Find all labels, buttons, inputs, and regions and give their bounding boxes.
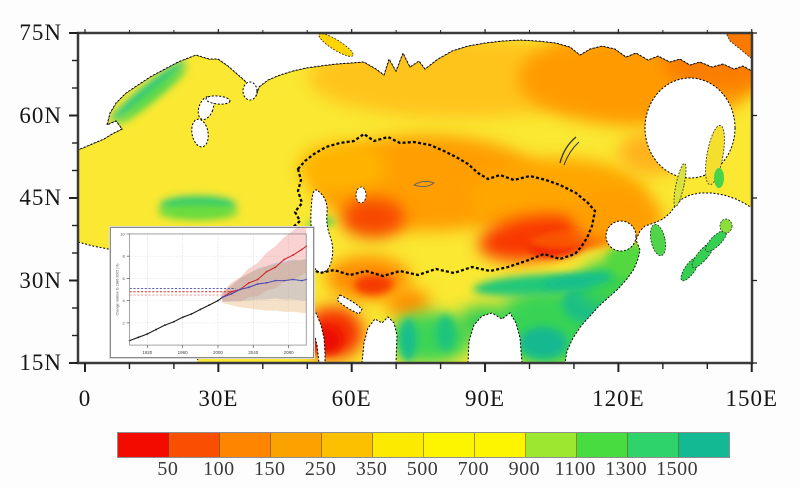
observed-historical-line (129, 296, 223, 342)
inset-y-tick-label: 10 (120, 231, 125, 236)
colorbar-tick-1300: 1300 (605, 458, 648, 480)
inset-x-tick-label: 2040 (248, 350, 258, 355)
colorbar-segment-2 (220, 433, 271, 457)
inset-x-tick-label: 2080 (284, 350, 294, 355)
colorbar-segment-9 (577, 433, 628, 457)
colorbar-segment-11 (679, 433, 729, 457)
lat-label-30N: 30N (19, 267, 62, 293)
inset-chart: 1920 1960 2000 2040 2080 2 4 6 8 10 Change relativ… (110, 219, 314, 358)
inset-x-tick-label: 1920 (142, 350, 152, 355)
lat-label-60N: 60N (19, 102, 62, 128)
lon-label-30E: 30E (198, 386, 239, 411)
inset-y-tick-label: 6 (122, 276, 125, 281)
inset-y-axis-label: Change relative to 1986-2005 (%) (116, 263, 120, 315)
kamchatka-green (714, 168, 724, 188)
lon-label-60E: 60E (331, 386, 372, 411)
lat-label-75N: 75N (19, 20, 62, 45)
colorbar-tick-350: 350 (355, 458, 388, 480)
inset-x-tick-label: 2000 (213, 350, 223, 355)
colorbar-tick-50: 50 (157, 458, 179, 480)
colorbar-segment-6 (424, 433, 475, 457)
colorbar-tick-900: 900 (508, 458, 541, 480)
lat-label-45N: 45N (19, 185, 62, 210)
inset-chart-svg: 1920 1960 2000 2040 2080 2 4 6 8 10 Change relativ… (116, 219, 308, 355)
japan-hokkaido (719, 218, 733, 234)
colorbar-tick-700: 700 (457, 458, 490, 480)
colorbar-tick-100: 100 (203, 458, 235, 480)
colorbar-tick-1500: 1500 (656, 458, 699, 480)
inset-y-tick-label: 8 (122, 254, 125, 259)
yellow-sea (605, 220, 637, 252)
colorbar-tick-150: 150 (254, 458, 286, 480)
colorbar-segment-7 (475, 433, 526, 457)
colorbar-segment-8 (526, 433, 577, 457)
low-scenario-range (222, 259, 307, 313)
inset-x-tick-label: 1960 (178, 350, 188, 355)
colorbar-tick-labels: 50 100 150 250 350 500 700 900 1100 1300 1500 (117, 458, 728, 484)
colorbar-segment-4 (322, 433, 373, 457)
colorbar-segment-5 (373, 433, 424, 457)
aral-sea (355, 186, 367, 204)
white-sea (242, 81, 258, 101)
lon-label-90E: 90E (465, 386, 506, 411)
colorbar-segment-3 (271, 433, 322, 457)
lon-label-150E: 150E (725, 386, 779, 411)
inset-y-tick-label: 4 (122, 298, 125, 303)
colorbar-segment-0 (118, 433, 169, 457)
colorbar-tick-500: 500 (406, 458, 439, 480)
colorbar (117, 432, 730, 458)
colorbar-tick-250: 250 (304, 458, 337, 480)
lat-label-15N: 15N (19, 350, 62, 375)
lon-label-120E: 120E (592, 386, 645, 411)
inset-y-tick-label: 2 (122, 320, 124, 325)
colorbar-segment-1 (169, 433, 220, 457)
lon-label-0: 0 (78, 386, 92, 411)
colorbar-tick-1100: 1100 (554, 458, 596, 480)
colorbar-segment-10 (628, 433, 679, 457)
